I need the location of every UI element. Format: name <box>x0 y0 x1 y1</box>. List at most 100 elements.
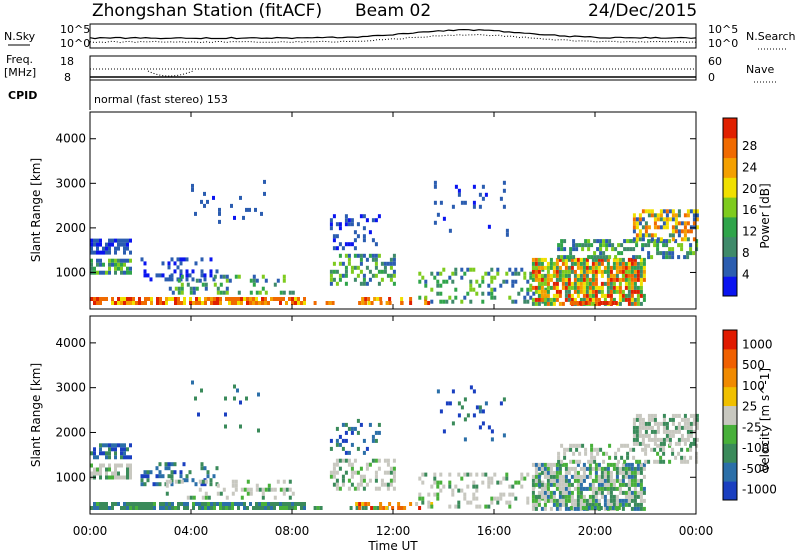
echo-cell <box>546 297 550 302</box>
echo-cell <box>123 502 126 506</box>
echo-cell <box>641 447 645 452</box>
echo-cell <box>549 466 553 471</box>
echo-cell <box>243 487 247 492</box>
echo-cell <box>588 265 592 270</box>
echo-cell <box>177 502 180 506</box>
echo-cell <box>445 299 449 304</box>
echo-cell <box>650 255 654 260</box>
echo-cell <box>561 486 565 491</box>
echo-cell <box>683 225 687 230</box>
echo-cell <box>189 301 192 305</box>
echo-cell <box>632 425 636 430</box>
echo-cell <box>570 482 574 487</box>
echo-cell <box>632 213 636 218</box>
echo-cell <box>472 200 476 205</box>
echo-cell <box>350 218 354 223</box>
echo-cell <box>590 506 594 510</box>
echo-cell <box>600 482 604 487</box>
echo-cell <box>546 277 550 282</box>
echo-cell <box>546 462 550 467</box>
colorbar-segment <box>723 276 737 297</box>
echo-cell <box>328 301 332 305</box>
echo-cell <box>591 289 595 294</box>
echo-cell <box>695 243 699 248</box>
echo-cell <box>249 301 252 305</box>
echo-cell <box>633 261 637 266</box>
echo-cell <box>332 474 336 479</box>
echo-cell <box>630 261 634 266</box>
echo-cell <box>90 238 93 243</box>
echo-cell <box>279 290 283 295</box>
echo-cell <box>630 478 634 483</box>
echo-cell <box>642 293 646 298</box>
echo-cell <box>90 250 93 255</box>
echo-cell <box>135 301 138 305</box>
echo-cell <box>182 478 186 483</box>
echo-cell <box>597 502 601 507</box>
echo-cell <box>96 297 99 301</box>
echo-cell <box>141 506 144 510</box>
echo-cell <box>585 502 589 507</box>
echo-cell <box>469 287 473 292</box>
echo-cell <box>582 470 586 475</box>
echo-cell <box>665 433 669 438</box>
echo-cell <box>543 494 547 499</box>
echo-cell <box>591 482 595 487</box>
echo-cell <box>129 266 132 271</box>
echo-cell <box>584 301 588 305</box>
echo-cell <box>111 502 114 506</box>
echo-cell <box>584 243 588 248</box>
echo-cell <box>192 290 196 295</box>
echo-cell <box>472 484 476 489</box>
echo-cell <box>490 275 494 280</box>
echo-cell <box>579 265 583 270</box>
echo-cell <box>117 258 120 263</box>
echo-cell <box>189 297 192 301</box>
nsky-tick-low: 10^0 <box>60 37 90 50</box>
echo-cell <box>123 506 126 510</box>
echo-cell <box>593 455 597 460</box>
echo-cell <box>246 487 250 492</box>
echo-cell <box>167 265 171 270</box>
echo-cell <box>234 483 238 488</box>
echo-cell <box>167 466 171 471</box>
echo-cell <box>237 502 240 506</box>
echo-cell <box>129 443 132 448</box>
echo-cell <box>117 242 120 247</box>
echo-cell <box>433 480 437 485</box>
echo-cell <box>362 238 366 243</box>
echo-cell <box>231 502 234 506</box>
echo-cell <box>689 433 693 438</box>
echo-cell <box>564 506 568 511</box>
echo-cell <box>570 498 574 503</box>
echo-cell <box>564 462 568 467</box>
echo-cell <box>180 282 184 287</box>
echo-cell <box>386 261 390 266</box>
echo-cell <box>546 261 550 266</box>
beam-label: Beam 02 <box>355 1 431 21</box>
echo-cell <box>475 496 479 501</box>
echo-cell <box>570 261 574 266</box>
echo-cell <box>552 462 556 467</box>
echo-cell <box>102 443 105 448</box>
echo-cell <box>171 502 174 506</box>
echo-cell <box>639 466 643 471</box>
echo-cell <box>606 281 610 286</box>
echo-cell <box>126 242 129 247</box>
echo-cell <box>638 429 642 434</box>
echo-cell <box>332 466 336 471</box>
echo-cell <box>543 470 547 475</box>
echo-cell <box>264 290 268 295</box>
echo-cell <box>129 475 132 480</box>
echo-cell <box>683 417 687 422</box>
echo-cell <box>627 466 631 471</box>
echo-cell <box>612 494 616 499</box>
echo-cell <box>167 474 171 479</box>
colorbar-tick-label: 500 <box>742 358 765 372</box>
echo-cell <box>576 257 580 262</box>
echo-cell <box>635 413 639 418</box>
echo-cell <box>463 492 467 497</box>
echo-cell <box>579 478 583 483</box>
echo-cell <box>588 277 592 282</box>
